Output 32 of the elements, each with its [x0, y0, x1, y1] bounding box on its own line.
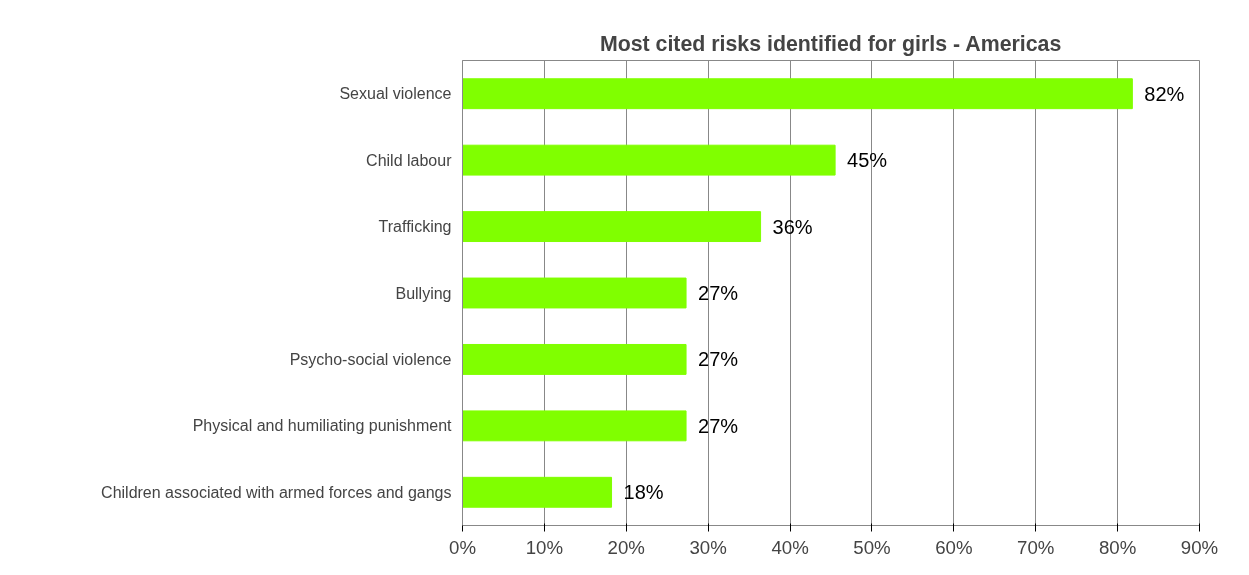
x-tick-label: 80% [1098, 536, 1137, 558]
x-tick-label: 60% [935, 536, 973, 558]
x-tick-label: 0% [449, 536, 476, 558]
bar [462, 78, 1133, 110]
bar [462, 343, 687, 375]
y-tick-label: Child labour [366, 151, 453, 169]
data-label: 36% [772, 215, 813, 238]
data-label: 27% [698, 282, 739, 304]
x-tick-label: 50% [853, 536, 891, 558]
x-tick-label: 10% [525, 536, 564, 558]
y-tick-label: Sexual violence [339, 85, 452, 103]
x-tick-label: 70% [1017, 536, 1055, 558]
data-label: 27% [698, 348, 739, 371]
y-tick-label: Psycho-social violence [289, 350, 452, 368]
data-label: 18% [623, 481, 664, 504]
x-tick-label: 40% [771, 536, 809, 558]
x-tick-label: 20% [607, 536, 645, 558]
y-tick-label: Physical and humiliating punishment [192, 417, 453, 435]
data-label: 82% [1144, 82, 1185, 105]
y-tick-label: Bullying [395, 284, 452, 302]
data-label: 27% [698, 414, 739, 437]
bar [462, 144, 836, 176]
bar [462, 476, 613, 508]
y-tick-label: Trafficking [378, 218, 452, 236]
x-tick-label: 30% [689, 536, 727, 558]
data-label: 45% [847, 149, 888, 172]
bar [462, 410, 687, 442]
y-tick-label: Children associated with armed forces and gangs [101, 483, 452, 501]
chart-title: Most cited risks identified for girls - Americas [599, 31, 1062, 56]
bar [462, 211, 762, 243]
x-tick-label: 90% [1180, 536, 1219, 558]
bar [462, 277, 687, 309]
